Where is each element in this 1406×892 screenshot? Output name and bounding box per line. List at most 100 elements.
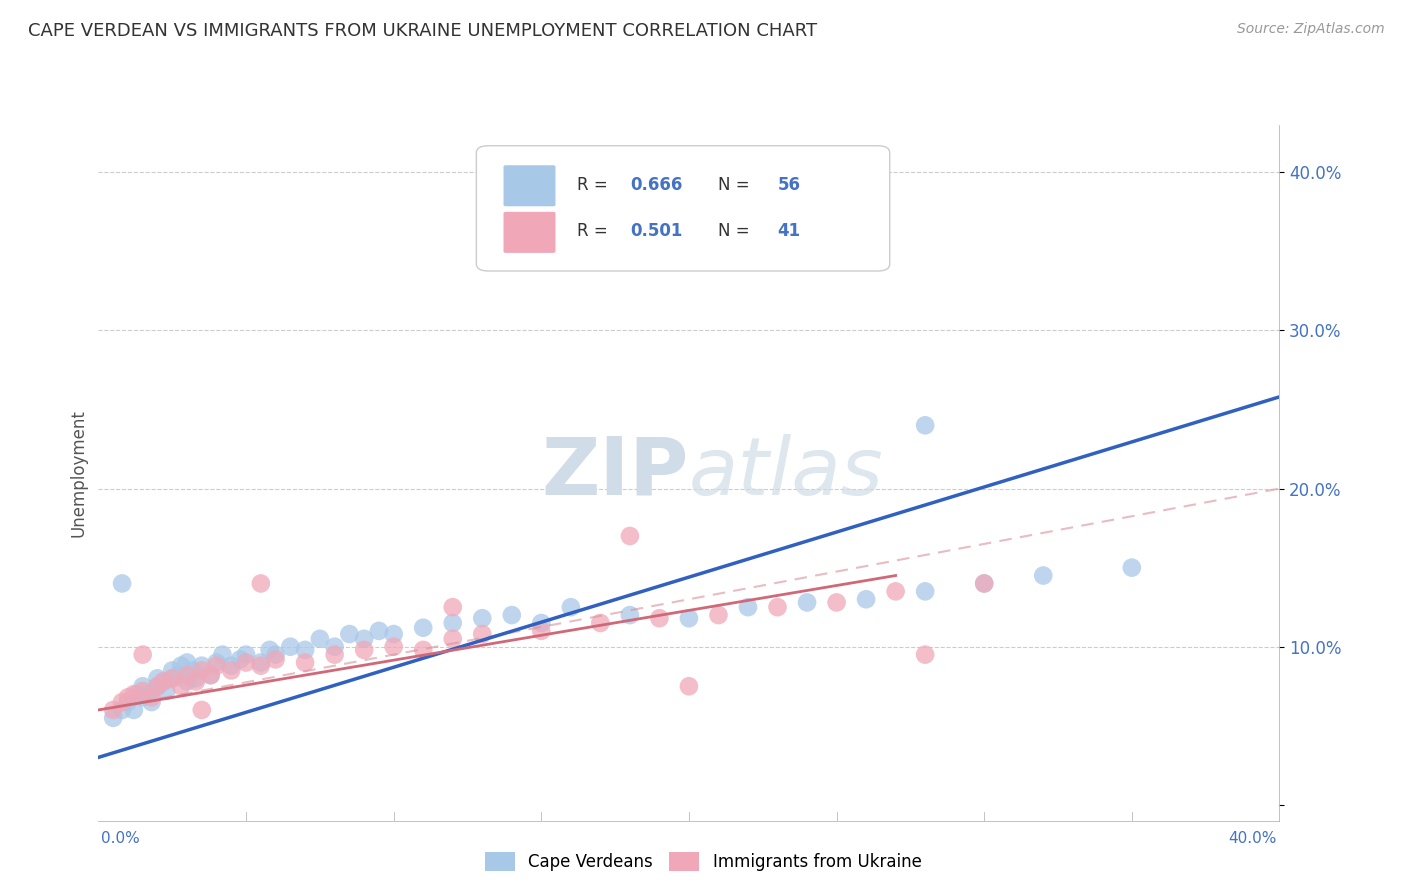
Text: R =: R = xyxy=(576,222,613,240)
Point xyxy=(176,656,198,670)
Point xyxy=(914,584,936,599)
Text: 0.666: 0.666 xyxy=(630,176,682,194)
Text: CAPE VERDEAN VS IMMIGRANTS FROM UKRAINE UNEMPLOYMENT CORRELATION CHART: CAPE VERDEAN VS IMMIGRANTS FROM UKRAINE … xyxy=(28,22,817,40)
Point xyxy=(368,624,391,638)
Text: atlas: atlas xyxy=(689,434,884,512)
Point xyxy=(141,690,163,705)
Text: N =: N = xyxy=(718,176,755,194)
Point xyxy=(737,600,759,615)
Point xyxy=(471,611,494,625)
Text: 0.0%: 0.0% xyxy=(101,831,141,846)
Point xyxy=(200,668,222,682)
Point xyxy=(219,664,242,678)
Point xyxy=(1032,568,1054,582)
Text: 41: 41 xyxy=(778,222,800,240)
Point xyxy=(337,627,360,641)
Point xyxy=(117,690,139,705)
Y-axis label: Unemployment: Unemployment xyxy=(69,409,87,537)
Point xyxy=(152,674,174,689)
Text: Source: ZipAtlas.com: Source: ZipAtlas.com xyxy=(1237,22,1385,37)
Point xyxy=(589,615,612,630)
Point xyxy=(884,584,907,599)
Point xyxy=(122,703,145,717)
Point xyxy=(125,687,148,701)
Point xyxy=(162,664,183,678)
Text: N =: N = xyxy=(718,222,755,240)
Point xyxy=(914,648,936,662)
Point xyxy=(471,627,494,641)
Point xyxy=(441,600,464,615)
Point xyxy=(619,529,641,543)
Point xyxy=(678,611,700,625)
Point xyxy=(1121,560,1143,574)
Point xyxy=(219,658,242,673)
Point xyxy=(560,600,582,615)
Point xyxy=(229,652,252,666)
Point xyxy=(441,615,464,630)
Point xyxy=(766,600,789,615)
Point xyxy=(132,648,155,662)
Point xyxy=(146,679,169,693)
Point xyxy=(205,656,228,670)
Point xyxy=(412,643,434,657)
Point xyxy=(501,608,523,623)
Point xyxy=(111,576,134,591)
Text: ZIP: ZIP xyxy=(541,434,689,512)
Point xyxy=(796,595,818,609)
Point xyxy=(973,576,995,591)
Point xyxy=(294,643,316,657)
Point xyxy=(973,576,995,591)
Point xyxy=(176,668,198,682)
Point xyxy=(855,592,877,607)
Point xyxy=(200,668,222,682)
Point xyxy=(191,664,214,678)
Point xyxy=(146,671,169,685)
FancyBboxPatch shape xyxy=(503,165,555,206)
Point xyxy=(103,703,125,717)
Point xyxy=(382,627,405,641)
Point xyxy=(205,658,228,673)
Point xyxy=(235,656,257,670)
Point xyxy=(162,671,183,685)
Point xyxy=(707,608,730,623)
FancyBboxPatch shape xyxy=(503,212,555,253)
Point xyxy=(250,656,273,670)
Point xyxy=(117,695,139,709)
Point xyxy=(103,711,125,725)
Point xyxy=(323,648,346,662)
Point xyxy=(412,621,434,635)
Point xyxy=(353,632,375,646)
Point xyxy=(111,703,134,717)
Point xyxy=(191,703,214,717)
Point xyxy=(132,684,155,698)
Point xyxy=(152,674,174,689)
Point xyxy=(259,643,281,657)
Point xyxy=(122,687,145,701)
Point xyxy=(294,656,316,670)
Legend: Cape Verdeans, Immigrants from Ukraine: Cape Verdeans, Immigrants from Ukraine xyxy=(477,843,929,880)
Point xyxy=(181,664,204,678)
Point xyxy=(132,690,155,705)
Point xyxy=(146,679,169,693)
Point xyxy=(323,640,346,654)
Point xyxy=(250,576,273,591)
Point xyxy=(176,674,198,689)
Point xyxy=(382,640,405,654)
Point xyxy=(184,674,207,689)
Text: R =: R = xyxy=(576,176,613,194)
Point xyxy=(914,418,936,433)
Point xyxy=(141,695,163,709)
Text: 40.0%: 40.0% xyxy=(1229,831,1277,846)
Point xyxy=(211,648,233,662)
Point xyxy=(235,648,257,662)
Point xyxy=(162,671,183,685)
Point xyxy=(264,648,287,662)
Point xyxy=(132,679,155,693)
Text: 0.501: 0.501 xyxy=(630,222,682,240)
Point xyxy=(155,684,177,698)
Point xyxy=(678,679,700,693)
Point xyxy=(441,632,464,646)
FancyBboxPatch shape xyxy=(477,145,890,271)
Point xyxy=(170,679,193,693)
Point xyxy=(353,643,375,657)
